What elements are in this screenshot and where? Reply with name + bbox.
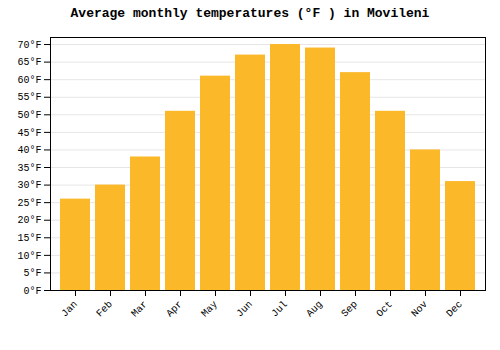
- svg-text:Nov: Nov: [409, 299, 430, 320]
- svg-text:May: May: [199, 299, 220, 320]
- svg-text:60°F: 60°F: [17, 75, 41, 86]
- svg-text:Mar: Mar: [129, 299, 150, 320]
- svg-text:Jun: Jun: [234, 299, 255, 320]
- svg-text:Dec: Dec: [444, 299, 465, 320]
- svg-text:Jul: Jul: [269, 299, 290, 320]
- svg-text:20°F: 20°F: [17, 215, 41, 226]
- svg-text:45°F: 45°F: [17, 128, 41, 139]
- svg-text:0°F: 0°F: [23, 286, 41, 297]
- svg-text:Feb: Feb: [94, 299, 115, 320]
- svg-text:25°F: 25°F: [17, 198, 41, 209]
- svg-text:Aug: Aug: [304, 299, 325, 320]
- svg-text:5°F: 5°F: [23, 268, 41, 279]
- svg-text:Jan: Jan: [59, 299, 80, 320]
- svg-text:10°F: 10°F: [17, 251, 41, 262]
- svg-text:15°F: 15°F: [17, 233, 41, 244]
- svg-text:35°F: 35°F: [17, 163, 41, 174]
- svg-text:70°F: 70°F: [17, 40, 41, 51]
- svg-text:65°F: 65°F: [17, 57, 41, 68]
- svg-text:30°F: 30°F: [17, 180, 41, 191]
- html-text:Average monthly temperatures (: Average monthly temperatures (°F ) in Mo…: [70, 6, 430, 21]
- svg-text:Apr: Apr: [164, 299, 185, 320]
- svg-text:50°F: 50°F: [17, 110, 41, 121]
- svg-text:40°F: 40°F: [17, 145, 41, 156]
- svg-text:Sep: Sep: [339, 299, 360, 320]
- svg-text:Oct: Oct: [374, 299, 395, 320]
- svg-text:55°F: 55°F: [17, 92, 41, 103]
